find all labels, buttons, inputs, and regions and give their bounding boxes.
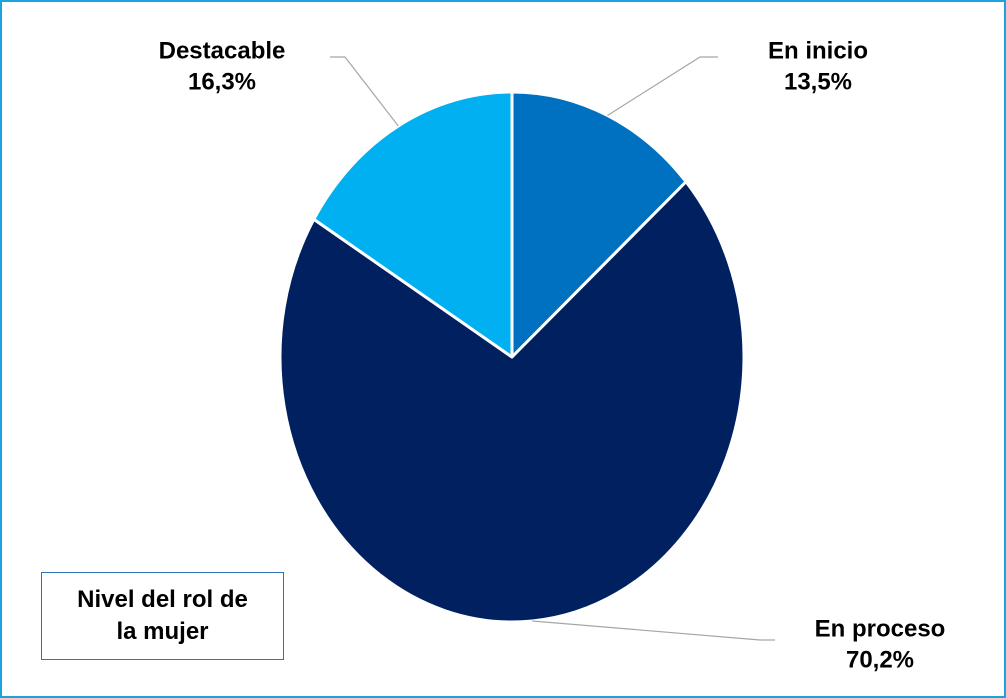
chart-annotation: Nivel del rol de la mujer xyxy=(41,572,284,660)
slice-value-label: 13,5% xyxy=(784,68,852,95)
leader-line xyxy=(532,620,775,641)
slice-value-label: 70,2% xyxy=(846,646,914,673)
slice-value-label: 16,3% xyxy=(188,68,256,95)
slice-label: En proceso xyxy=(815,615,946,642)
leader-line xyxy=(607,56,718,116)
pie-slice xyxy=(510,90,688,359)
leader-line xyxy=(330,56,399,127)
slice-label: Destacable xyxy=(159,37,286,64)
slice-label: En inicio xyxy=(768,37,868,64)
pie-slice xyxy=(312,90,514,359)
pie-slice xyxy=(278,180,746,624)
